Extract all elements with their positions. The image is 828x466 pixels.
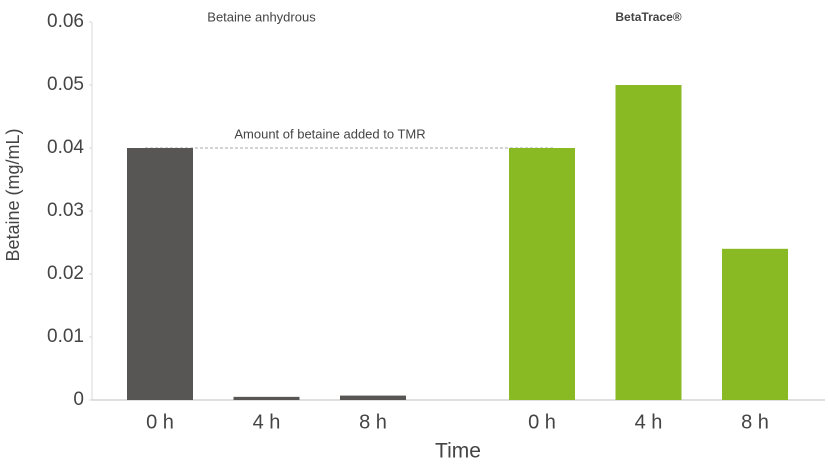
x-tick-label: 0 h (146, 411, 174, 433)
bar (615, 85, 682, 400)
y-tick-label: 0.02 (47, 263, 84, 284)
y-tick-label: 0 (73, 389, 84, 410)
bar (340, 395, 406, 400)
bar (127, 148, 193, 400)
y-tick-label: 0.05 (47, 74, 84, 95)
y-tick-label: 0.03 (47, 200, 84, 221)
x-tick-label: 8 h (741, 411, 769, 433)
y-axis-title: Betaine (mg/mL) (3, 128, 23, 261)
x-tick-label: 8 h (359, 411, 387, 433)
x-tick-label: 0 h (528, 411, 556, 433)
y-tick-label: 0.04 (47, 137, 84, 158)
x-tick-label: 4 h (253, 411, 281, 433)
x-tick-label: 4 h (635, 411, 663, 433)
y-tick-label: 0.06 (47, 11, 84, 32)
y-tick-label: 0.01 (47, 326, 84, 347)
reference-label: Amount of betaine added to TMR (234, 126, 425, 141)
bar (722, 248, 788, 400)
group-title: BetaTrace® (615, 10, 681, 24)
bar (233, 396, 300, 400)
group-title: Betaine anhydrous (207, 9, 316, 24)
x-axis-title: Time (435, 440, 481, 463)
bar (509, 148, 575, 400)
